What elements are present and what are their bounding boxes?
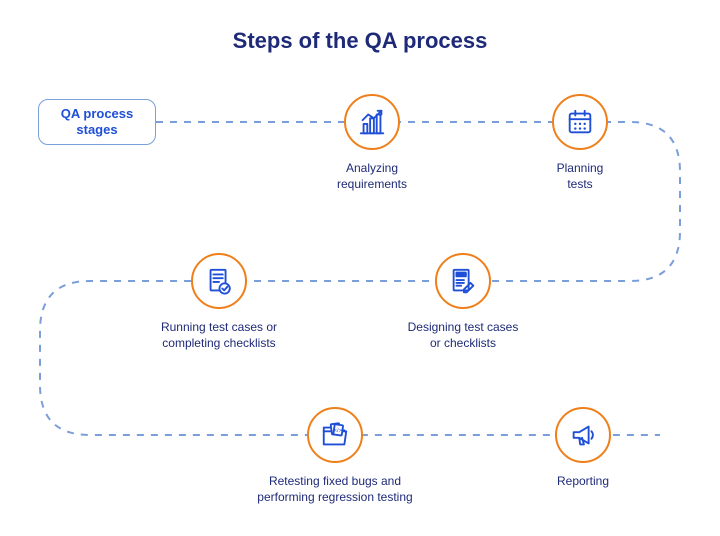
step-label: Analyzing requirements (337, 160, 407, 192)
step-label: Reporting (557, 473, 609, 489)
megaphone-icon (555, 407, 611, 463)
step-designing: Designing test cases or checklists (363, 253, 563, 351)
start-box: QA process stages (38, 99, 156, 145)
bar-chart-icon (344, 94, 400, 150)
doc-check-icon (191, 253, 247, 309)
svg-text:</>: </> (334, 428, 342, 434)
calendar-icon (552, 94, 608, 150)
step-label: Designing test cases or checklists (408, 319, 519, 351)
diagram-title: Steps of the QA process (0, 28, 720, 54)
folder-docs-icon: </> (307, 407, 363, 463)
step-analyzing: Analyzing requirements (272, 94, 472, 192)
step-running: Running test cases or completing checkli… (119, 253, 319, 351)
step-reporting: Reporting (483, 407, 683, 489)
step-label: Planning tests (557, 160, 604, 192)
doc-pencil-icon (435, 253, 491, 309)
step-label: Running test cases or completing checkli… (161, 319, 277, 351)
step-retesting: </> Retesting fixed bugs and performing r… (235, 407, 435, 505)
start-box-label: QA process stages (61, 106, 134, 137)
step-planning: Planning tests (480, 94, 680, 192)
step-label: Retesting fixed bugs and performing regr… (257, 473, 412, 505)
